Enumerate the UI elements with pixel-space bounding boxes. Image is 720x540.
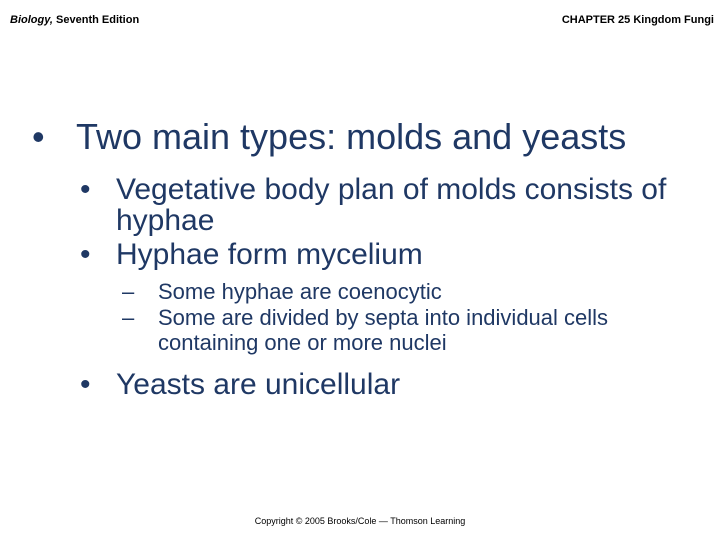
sub-sub-list: –Some hyphae are coenocytic –Some are di… — [54, 280, 680, 355]
header-left: Biology, Seventh Edition — [10, 14, 139, 26]
bullet-sub1: •Vegetative body plan of molds consists … — [98, 174, 680, 237]
bullet-sub2a-text: Some hyphae are coenocytic — [158, 279, 442, 304]
bullet-main: •Two main types: molds and yeasts — [54, 118, 680, 156]
bullet-main-text: Two main types: molds and yeasts — [76, 116, 626, 157]
book-edition: Seventh Edition — [53, 14, 139, 26]
bullet-sub2a: –Some hyphae are coenocytic — [140, 280, 680, 305]
bullet-sub2b-text: Some are divided by septa into individua… — [158, 305, 608, 355]
slide: Biology, Seventh Edition CHAPTER 25 King… — [0, 0, 720, 540]
bullet-sub2: •Hyphae form mycelium — [98, 239, 680, 271]
book-title: Biology, — [10, 14, 53, 26]
bullet-sub1-text: Vegetative body plan of molds consists o… — [116, 173, 666, 238]
bullet-sub3: •Yeasts are unicellular — [98, 369, 680, 401]
content-area: •Two main types: molds and yeasts •Veget… — [54, 118, 680, 403]
bullet-sub2b: –Some are divided by septa into individu… — [140, 306, 680, 355]
bullet-sub3-text: Yeasts are unicellular — [116, 368, 400, 401]
footer-copyright: Copyright © 2005 Brooks/Cole — Thomson L… — [0, 516, 720, 526]
header-right: CHAPTER 25 Kingdom Fungi — [562, 14, 714, 26]
sub-list-1: •Vegetative body plan of molds consists … — [54, 174, 680, 271]
bullet-sub2-text: Hyphae form mycelium — [116, 238, 423, 271]
